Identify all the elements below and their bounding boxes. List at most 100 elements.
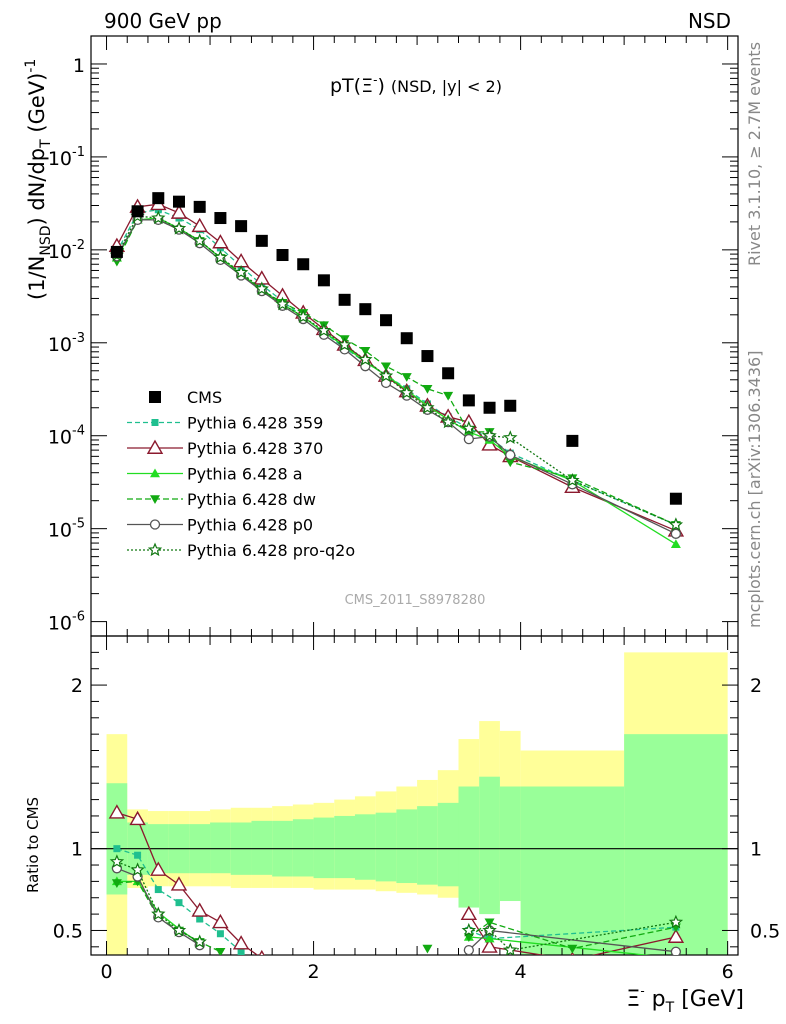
x-axis-label: Ξ- pT [GeV] — [626, 984, 744, 1016]
pq2o-marker — [399, 385, 414, 399]
legend-label: CMS — [187, 388, 222, 407]
ratio-clip-group — [108, 804, 685, 955]
cms-marker — [110, 245, 123, 258]
pq2o-marker — [461, 420, 477, 435]
lower-axes: 0.5 0.5 1 1 2 2 0 2 4 6 — [53, 635, 780, 983]
p370-marker — [146, 439, 164, 454]
pq2o-marker — [420, 400, 435, 414]
pa-marker — [670, 539, 681, 548]
pdw-marker — [484, 918, 495, 928]
legend-item-pa: Pythia 6.428 a — [127, 465, 303, 484]
series-pq2o — [109, 208, 684, 531]
pq2o-marker — [461, 922, 477, 937]
cms-marker — [172, 195, 185, 208]
lower-frame — [90, 635, 739, 956]
pdw-marker — [401, 373, 412, 382]
p370-marker — [170, 876, 188, 891]
legend: CMS Pythia 6.428 359 Pythia 6.428 370 Pythi… — [127, 388, 355, 560]
title-cond: (NSD, |y| < 2) — [391, 77, 502, 96]
cms-marker — [214, 212, 227, 225]
cms-marker — [380, 314, 393, 327]
pq2o-marker — [171, 220, 187, 235]
pq2o-marker — [213, 249, 228, 264]
pq2o-marker — [254, 281, 269, 296]
rivet-version-label: Rivet 3.1.10, ≥ 2.7M events — [745, 42, 764, 266]
pq2o-marker — [358, 352, 373, 366]
legend-item-p359: Pythia 6.428 359 — [127, 414, 323, 433]
pdw-marker — [443, 391, 454, 401]
upper-y-tick-label: 1 — [73, 55, 85, 77]
cms-marker — [255, 234, 268, 247]
p370-marker — [212, 234, 229, 249]
green-band-bin — [292, 819, 314, 877]
green-band-bin — [396, 809, 418, 884]
cms-marker — [462, 394, 475, 407]
pq2o-marker — [233, 264, 249, 279]
p370-ratio-line — [116, 812, 259, 955]
pq2o-marker — [171, 922, 187, 937]
legend-label: Pythia 6.428 pro-q2o — [187, 541, 355, 560]
upper-data-series — [108, 192, 685, 548]
pp0-marker — [463, 433, 474, 445]
legend-item-pdw: Pythia 6.428 dw — [127, 490, 316, 509]
p359-marker — [113, 845, 121, 853]
pdw-marker — [215, 947, 226, 955]
pq2o-marker — [337, 337, 352, 351]
green-band-bin — [417, 806, 438, 885]
header-nsd: NSD — [688, 9, 731, 33]
pq2o-marker — [378, 368, 394, 383]
upper-y-tick-label: 10-4 — [48, 424, 85, 449]
pq2o-marker — [668, 914, 684, 929]
pq2o-marker — [151, 906, 166, 921]
cms-marker — [235, 220, 248, 233]
p370-marker — [258, 949, 265, 955]
ratio-y-tick-label-right: 0.5 — [750, 920, 780, 942]
p370-marker — [108, 804, 126, 819]
pq2o-marker — [565, 472, 580, 487]
ratio-y-tick-label-right: 1 — [750, 839, 762, 861]
legend-label: Pythia 6.428 dw — [187, 490, 316, 509]
green-band-bin — [520, 786, 625, 955]
p370-marker — [481, 938, 498, 953]
cms-marker — [400, 332, 413, 345]
title-end: ) — [377, 75, 384, 97]
green-band-bin — [354, 814, 376, 880]
pq2o-marker — [130, 862, 145, 877]
pq2o-marker — [668, 517, 684, 531]
pq2o-marker — [502, 942, 518, 955]
p370-ratio-line — [468, 913, 677, 955]
cms-marker — [421, 350, 434, 363]
p359-marker — [151, 419, 159, 426]
x-tick-label: 6 — [722, 961, 734, 983]
upper-y-axis-label: (1/NNSD) dN/dpT (GeV)-1 — [23, 59, 54, 300]
pq2o-marker — [147, 542, 163, 557]
p359-ratio-line — [468, 926, 676, 940]
pdw-marker — [360, 347, 371, 356]
ratio-y-axis-label: Ratio to CMS — [24, 797, 42, 893]
p370-marker — [150, 861, 167, 876]
pdw-marker — [505, 458, 516, 468]
pq2o-marker — [151, 210, 166, 225]
ratio-series-pq2o — [109, 854, 684, 955]
p370-marker — [129, 810, 146, 826]
x-tick-label: 0 — [100, 961, 112, 983]
pq2o-marker — [482, 922, 497, 937]
pp0-marker — [670, 946, 682, 955]
header-energy: 900 GeV pp — [104, 9, 222, 33]
p370-marker — [667, 928, 685, 943]
x-tick-label: 2 — [308, 961, 320, 983]
pdw-marker — [381, 362, 392, 372]
upper-y-tick-label: 10-1 — [48, 145, 85, 170]
pdw-ratio-line — [116, 880, 221, 953]
pq2o-ratio-line — [116, 861, 201, 943]
pdw-marker — [150, 495, 160, 504]
legend-label: Pythia 6.428 a — [187, 465, 303, 484]
pp0-marker — [463, 944, 474, 955]
legend-item-pq2o: Pythia 6.428 pro-q2o — [127, 541, 355, 560]
p359-marker — [154, 886, 162, 894]
p359-marker — [216, 930, 224, 938]
pq2o-marker — [109, 854, 125, 868]
pdw-marker — [422, 944, 433, 954]
p359-marker — [237, 948, 245, 955]
